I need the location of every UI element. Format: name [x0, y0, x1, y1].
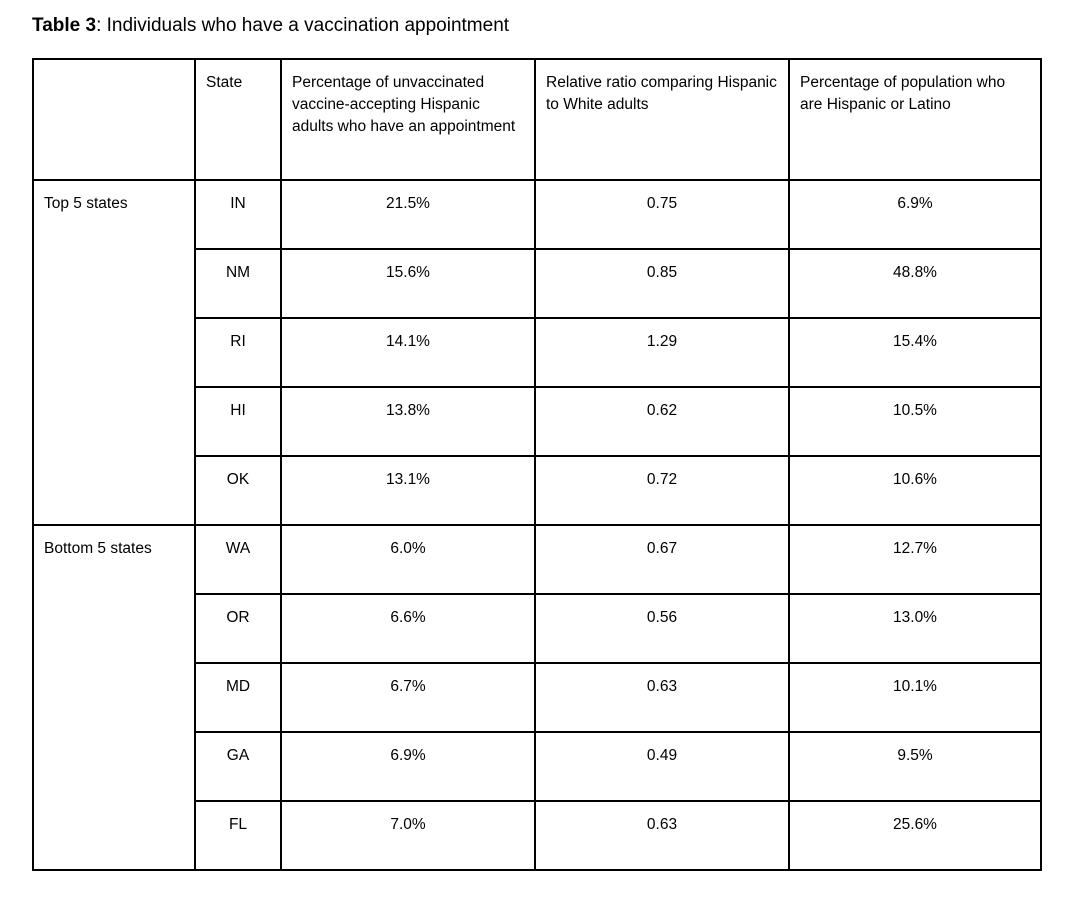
state-cell: HI — [194, 386, 282, 457]
state-cell: MD — [194, 662, 282, 733]
pct-appointment-cell: 7.0% — [280, 800, 536, 871]
relative-ratio-cell: 0.85 — [534, 248, 790, 319]
column-header-pct-appointment: Percentage of unvaccinated vaccine-accep… — [280, 58, 536, 181]
relative-ratio-cell: 0.56 — [534, 593, 790, 664]
state-cell: IN — [194, 179, 282, 250]
pct-appointment-cell: 21.5% — [280, 179, 536, 250]
table-row: OR 6.6% 0.56 13.0% — [33, 593, 1042, 664]
pct-appointment-cell: 6.0% — [280, 524, 536, 595]
relative-ratio-cell: 1.29 — [534, 317, 790, 388]
column-header-relative-ratio: Relative ratio comparing Hispanic to Whi… — [534, 58, 790, 181]
table-row: MD 6.7% 0.63 10.1% — [33, 662, 1042, 733]
relative-ratio-cell: 0.62 — [534, 386, 790, 457]
pct-population-cell: 9.5% — [788, 731, 1042, 802]
table-row: FL 7.0% 0.63 25.6% — [33, 800, 1042, 871]
column-header-state: State — [194, 58, 282, 181]
pct-appointment-cell: 6.7% — [280, 662, 536, 733]
table-header-row: State Percentage of unvaccinated vaccine… — [32, 58, 1042, 181]
table-row: HI 13.8% 0.62 10.5% — [33, 386, 1042, 457]
relative-ratio-cell: 0.63 — [534, 800, 790, 871]
table-row: Top 5 states IN 21.5% 0.75 6.9% — [32, 179, 1042, 526]
row-group-label-bottom5: Bottom 5 states — [32, 524, 196, 871]
relative-ratio-cell: 0.67 — [534, 524, 790, 595]
relative-ratio-cell: 0.49 — [534, 731, 790, 802]
pct-appointment-cell: 6.9% — [280, 731, 536, 802]
column-header-blank — [32, 58, 196, 181]
table-caption: Table 3: Individuals who have a vaccinat… — [32, 13, 509, 38]
pct-population-cell: 10.5% — [788, 386, 1042, 457]
table-row: GA 6.9% 0.49 9.5% — [33, 731, 1042, 802]
state-cell: NM — [194, 248, 282, 319]
state-cell: FL — [194, 800, 282, 871]
table-caption-text: : Individuals who have a vaccination app… — [96, 15, 510, 36]
relative-ratio-cell: 0.72 — [534, 455, 790, 526]
pct-population-cell: 48.8% — [788, 248, 1042, 319]
pct-appointment-cell: 13.8% — [280, 386, 536, 457]
row-group-label-top5: Top 5 states — [32, 179, 196, 526]
table-row: RI 14.1% 1.29 15.4% — [33, 317, 1042, 388]
state-cell: OR — [194, 593, 282, 664]
pct-population-cell: 10.1% — [788, 662, 1042, 733]
pct-population-cell: 13.0% — [788, 593, 1042, 664]
column-header-pct-population: Percentage of population who are Hispani… — [788, 58, 1042, 181]
pct-appointment-cell: 15.6% — [280, 248, 536, 319]
pct-population-cell: 10.6% — [788, 455, 1042, 526]
table-caption-number: Table 3 — [32, 15, 97, 36]
state-cell: GA — [194, 731, 282, 802]
relative-ratio-cell: 0.75 — [534, 179, 790, 250]
table-row: OK 13.1% 0.72 10.6% — [33, 455, 1042, 526]
pct-population-cell: 25.6% — [788, 800, 1042, 871]
pct-appointment-cell: 13.1% — [280, 455, 536, 526]
state-cell: RI — [194, 317, 282, 388]
pct-population-cell: 15.4% — [788, 317, 1042, 388]
state-cell: WA — [194, 524, 282, 595]
pct-appointment-cell: 6.6% — [280, 593, 536, 664]
pct-population-cell: 12.7% — [788, 524, 1042, 595]
state-cell: OK — [194, 455, 282, 526]
table-row: NM 15.6% 0.85 48.8% — [33, 248, 1042, 319]
pct-population-cell: 6.9% — [788, 179, 1042, 250]
relative-ratio-cell: 0.63 — [534, 662, 790, 733]
data-table: State Percentage of unvaccinated vaccine… — [32, 58, 1042, 871]
table-row: Bottom 5 states WA 6.0% 0.67 12.7% — [32, 524, 1042, 871]
pct-appointment-cell: 14.1% — [280, 317, 536, 388]
